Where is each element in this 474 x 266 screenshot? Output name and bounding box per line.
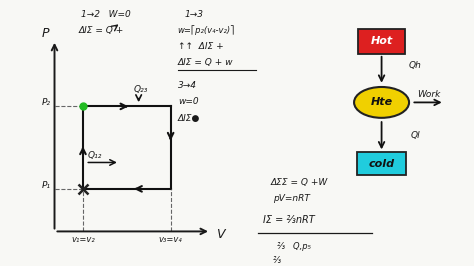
Text: Qh: Qh xyxy=(409,61,422,70)
Text: ⅔: ⅔ xyxy=(273,256,281,265)
Text: ΔIΣ = Q + w: ΔIΣ = Q + w xyxy=(178,58,233,67)
Text: w=0: w=0 xyxy=(178,97,199,106)
Text: ΔΣΣ = Q +W: ΔΣΣ = Q +W xyxy=(270,178,328,187)
Text: 1→2   W=0: 1→2 W=0 xyxy=(81,10,130,19)
Text: Q₂₃: Q₂₃ xyxy=(134,85,148,94)
Text: Work: Work xyxy=(418,90,441,99)
Text: ↑↑  ΔIΣ +: ↑↑ ΔIΣ + xyxy=(178,42,223,51)
Text: P₂: P₂ xyxy=(42,98,51,107)
Text: ΔIΣ = Q +: ΔIΣ = Q + xyxy=(78,26,123,35)
Text: w=⎡p₂(v₄-v₂)⎤: w=⎡p₂(v₄-v₂)⎤ xyxy=(178,26,235,35)
Text: Hot: Hot xyxy=(371,36,392,46)
Text: Q₁₂: Q₁₂ xyxy=(88,151,102,160)
Text: ΔIΣ●: ΔIΣ● xyxy=(178,114,200,123)
Text: Ql: Ql xyxy=(410,131,420,140)
Text: v₃=v₄: v₃=v₄ xyxy=(159,235,182,244)
Text: P: P xyxy=(41,27,49,40)
Text: 3→4: 3→4 xyxy=(178,81,197,90)
Text: IΣ = ⅔nRT: IΣ = ⅔nRT xyxy=(263,215,315,226)
Text: ⅔   Q,p₅: ⅔ Q,p₅ xyxy=(277,242,311,251)
Text: V: V xyxy=(216,228,224,241)
FancyBboxPatch shape xyxy=(356,152,407,175)
Circle shape xyxy=(354,87,409,118)
Text: Hte: Hte xyxy=(371,97,392,107)
Text: 1→3: 1→3 xyxy=(185,10,204,19)
Text: P₁: P₁ xyxy=(42,181,51,190)
Text: v₁=v₂: v₁=v₂ xyxy=(71,235,95,244)
Text: cold: cold xyxy=(368,159,395,169)
Text: pV=nRT: pV=nRT xyxy=(273,194,310,203)
FancyBboxPatch shape xyxy=(358,29,405,54)
